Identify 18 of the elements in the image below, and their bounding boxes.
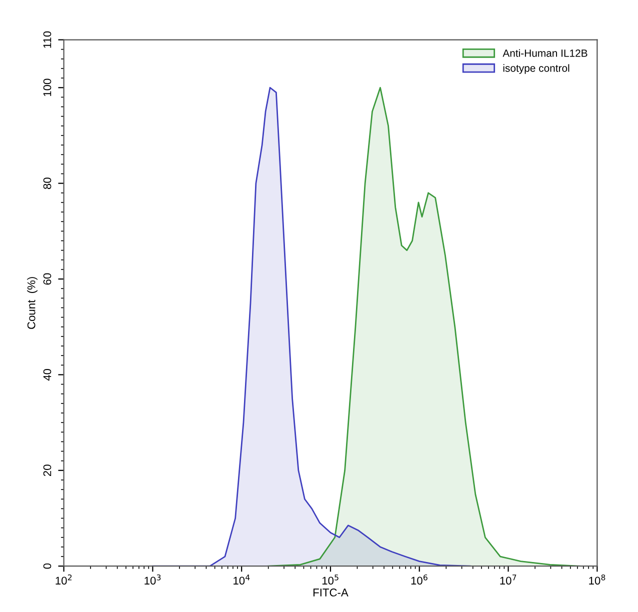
y-axis-title: Count (%) xyxy=(27,277,38,329)
x-tick-label: 10$^{6}$ xyxy=(411,574,428,585)
y-tick-label: 40 xyxy=(43,368,52,381)
y-tick-label: 60 xyxy=(43,273,52,285)
legend-label: isotype control xyxy=(503,64,570,74)
legend-label: Anti-Human IL12B xyxy=(502,49,588,57)
y-tick-label: 20 xyxy=(43,464,52,476)
y-tick-label: 80 xyxy=(43,178,52,190)
x-tick-label: 10$^{8}$ xyxy=(589,574,606,585)
x-axis-title: FITC-A xyxy=(314,588,348,596)
x-tick-label: 10$^{7}$ xyxy=(500,574,516,585)
x-tick-label: 10$^{5}$ xyxy=(322,574,338,585)
x-tick-label: 10$^{2}$ xyxy=(56,574,72,585)
y-tick-label: 100 xyxy=(43,78,52,96)
y-tick-label: 110 xyxy=(43,31,52,48)
x-tick-label: 10$^{3}$ xyxy=(144,574,161,585)
x-tick-label: 10$^{4}$ xyxy=(234,574,250,585)
y-tick-label: 0 xyxy=(43,563,52,569)
